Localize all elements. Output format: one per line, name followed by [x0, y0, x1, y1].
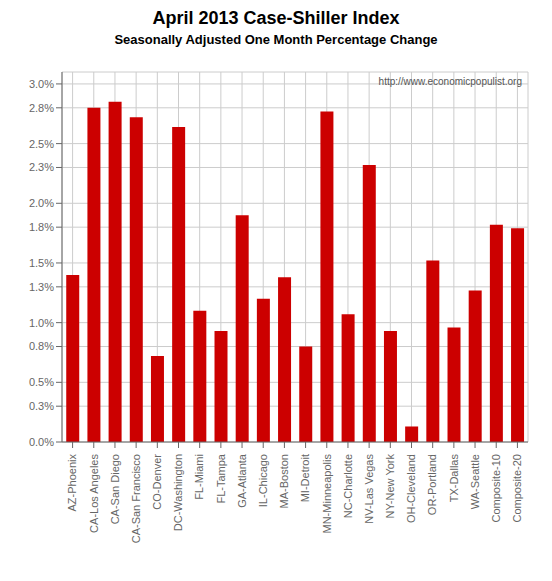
svg-text:0.3%: 0.3% — [29, 400, 54, 412]
svg-text:NC-Charlotte: NC-Charlotte — [342, 454, 354, 518]
html-text:http://www.economicpopulist.or: http://www.economicpopulist.org — [378, 76, 522, 87]
svg-text:Composite-20: Composite-20 — [511, 454, 523, 522]
svg-text:1.0%: 1.0% — [29, 317, 54, 329]
svg-text:Composite-10: Composite-10 — [490, 454, 502, 522]
svg-text:CA-San Francisco: CA-San Francisco — [130, 454, 142, 543]
svg-text:MA-Boston: MA-Boston — [278, 454, 290, 508]
svg-text:IL-Chicago: IL-Chicago — [257, 454, 269, 507]
svg-text:GA-Atlanta: GA-Atlanta — [236, 453, 248, 508]
svg-text:FL-Tampa: FL-Tampa — [215, 453, 227, 503]
svg-text:0.5%: 0.5% — [29, 376, 54, 388]
svg-text:WA-Seattle: WA-Seattle — [469, 454, 481, 509]
svg-text:2.5%: 2.5% — [29, 138, 54, 150]
svg-text:2.0%: 2.0% — [29, 197, 54, 209]
svg-text:MN-Minneapolis: MN-Minneapolis — [321, 454, 333, 534]
svg-text:2.3%: 2.3% — [29, 161, 54, 173]
svg-text:1.3%: 1.3% — [29, 281, 54, 293]
svg-text:2.8%: 2.8% — [29, 102, 54, 114]
svg-text:0.8%: 0.8% — [29, 340, 54, 352]
svg-text:DC-Washington: DC-Washington — [172, 454, 184, 531]
svg-text:3.0%: 3.0% — [29, 78, 54, 90]
svg-text:OH-Cleveland: OH-Cleveland — [405, 454, 417, 523]
svg-text:OR-Portland: OR-Portland — [426, 454, 438, 515]
svg-text:NV-Las Vegas: NV-Las Vegas — [363, 454, 375, 524]
svg-text:NY-New York: NY-New York — [384, 454, 396, 519]
svg-text:AZ-Phoenix: AZ-Phoenix — [66, 454, 78, 512]
svg-text:1.5%: 1.5% — [29, 257, 54, 269]
html-text:April 2013 Case-Shiller Index: April 2013 Case-Shiller Index — [152, 8, 400, 28]
svg-text:MI-Detroit: MI-Detroit — [299, 454, 311, 502]
svg-text:CA-Los Angeles: CA-Los Angeles — [88, 454, 100, 533]
svg-text:1.8%: 1.8% — [29, 221, 54, 233]
svg-text:0.0%: 0.0% — [29, 436, 54, 448]
svg-text:TX-Dallas: TX-Dallas — [448, 454, 460, 503]
svg-text:CO-Denver: CO-Denver — [151, 454, 163, 510]
svg-text:CA-San Diego: CA-San Diego — [109, 454, 121, 524]
html-text:Seasonally Adjusted One Month: Seasonally Adjusted One Month Percentage… — [114, 32, 438, 47]
svg-text:FL-Miami: FL-Miami — [193, 454, 205, 500]
